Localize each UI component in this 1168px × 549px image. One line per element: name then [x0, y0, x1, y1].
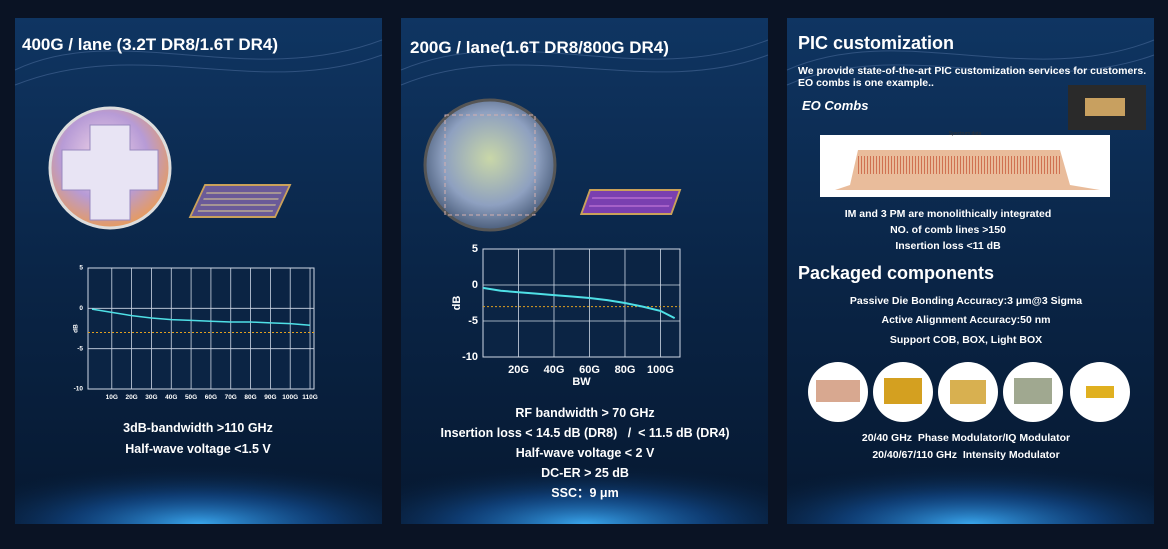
spec: Insertion loss < 14.5 dB (DR8) / < 11.5 …	[440, 426, 730, 440]
x-tick-label: 50G	[185, 394, 197, 401]
spec: SSC：9 μm	[551, 486, 619, 500]
x-tick-label: 10G	[106, 394, 118, 401]
data-line	[482, 286, 676, 320]
intro: We provide state-of-the-art PIC customiz…	[798, 65, 1147, 89]
y-tick-label: 0	[79, 305, 83, 312]
x-tick-label: 40G	[165, 394, 177, 401]
plot-area	[87, 267, 315, 390]
panel-title: PIC customization	[798, 33, 955, 53]
bullet: NO. of comb lines >150	[890, 224, 1006, 236]
plot-area	[482, 248, 681, 358]
spec: DC-ER > 25 dB	[541, 466, 629, 480]
wafer-image	[48, 106, 292, 230]
y-tick-label: 5	[79, 265, 83, 272]
x-axis-label: BW	[572, 376, 591, 388]
data-line	[91, 308, 311, 327]
product-images	[808, 362, 1130, 422]
spec: Half-wave voltage < 2 V	[515, 446, 655, 460]
section-heading: Packaged components	[798, 263, 995, 283]
x-tick-label: 60G	[579, 364, 600, 376]
product: 20/40/67/110 GHz Intensity Modulator	[872, 449, 1060, 461]
wafer-image	[423, 98, 682, 232]
x-tick-label: 70G	[225, 394, 237, 401]
x-tick-label: 80G	[615, 364, 636, 376]
package-spec: Support COB, BOX, Light BOX	[889, 334, 1043, 346]
panel-title: 200G / lane(1.6T DR8/800G DR4)	[410, 38, 669, 57]
y-axis-label: dB	[73, 324, 80, 333]
panel-title: 400G / lane (3.2T DR8/1.6T DR4)	[22, 35, 279, 54]
subtitle: EO Combs	[802, 98, 869, 113]
x-tick-label: 90G	[264, 394, 276, 401]
package-spec: Active Alignment Accuracy:50 nm	[881, 314, 1051, 326]
package-spec: Passive Die Bonding Accuracy:3 μm@3 Sigm…	[849, 295, 1083, 307]
x-tick-label: 20G	[125, 394, 137, 401]
figure-title: Spectrum data	[948, 131, 982, 137]
x-tick-label: 40G	[544, 364, 565, 376]
x-tick-label: 100G	[282, 394, 298, 401]
spectrum-image	[820, 85, 1146, 197]
x-tick-label: 60G	[205, 394, 217, 401]
y-tick-label: -5	[77, 345, 83, 352]
y-tick-label: -5	[468, 315, 478, 327]
x-tick-label: 20G	[508, 364, 529, 376]
y-tick-label: -10	[462, 351, 478, 363]
y-tick-label: 5	[472, 243, 478, 255]
x-tick-label: 30G	[145, 394, 157, 401]
y-tick-label: 0	[472, 279, 478, 291]
bullet: Insertion loss <11 dB	[895, 240, 1001, 252]
spec: 3dB-bandwidth >110 GHz	[123, 421, 273, 435]
product: 20/40 GHz Phase Modulator/IQ Modulator	[861, 432, 1071, 444]
spec: RF bandwidth > 70 GHz	[515, 406, 655, 420]
x-tick-label: 80G	[244, 394, 256, 401]
spec: Half-wave voltage <1.5 V	[125, 442, 271, 456]
bullet: IM and 3 PM are monolithically integrate…	[844, 208, 1052, 220]
x-tick-label: 100G	[647, 364, 674, 376]
y-axis-label: dB	[451, 296, 463, 311]
x-tick-label: 110G	[302, 394, 318, 401]
y-tick-label: -10	[74, 386, 84, 393]
